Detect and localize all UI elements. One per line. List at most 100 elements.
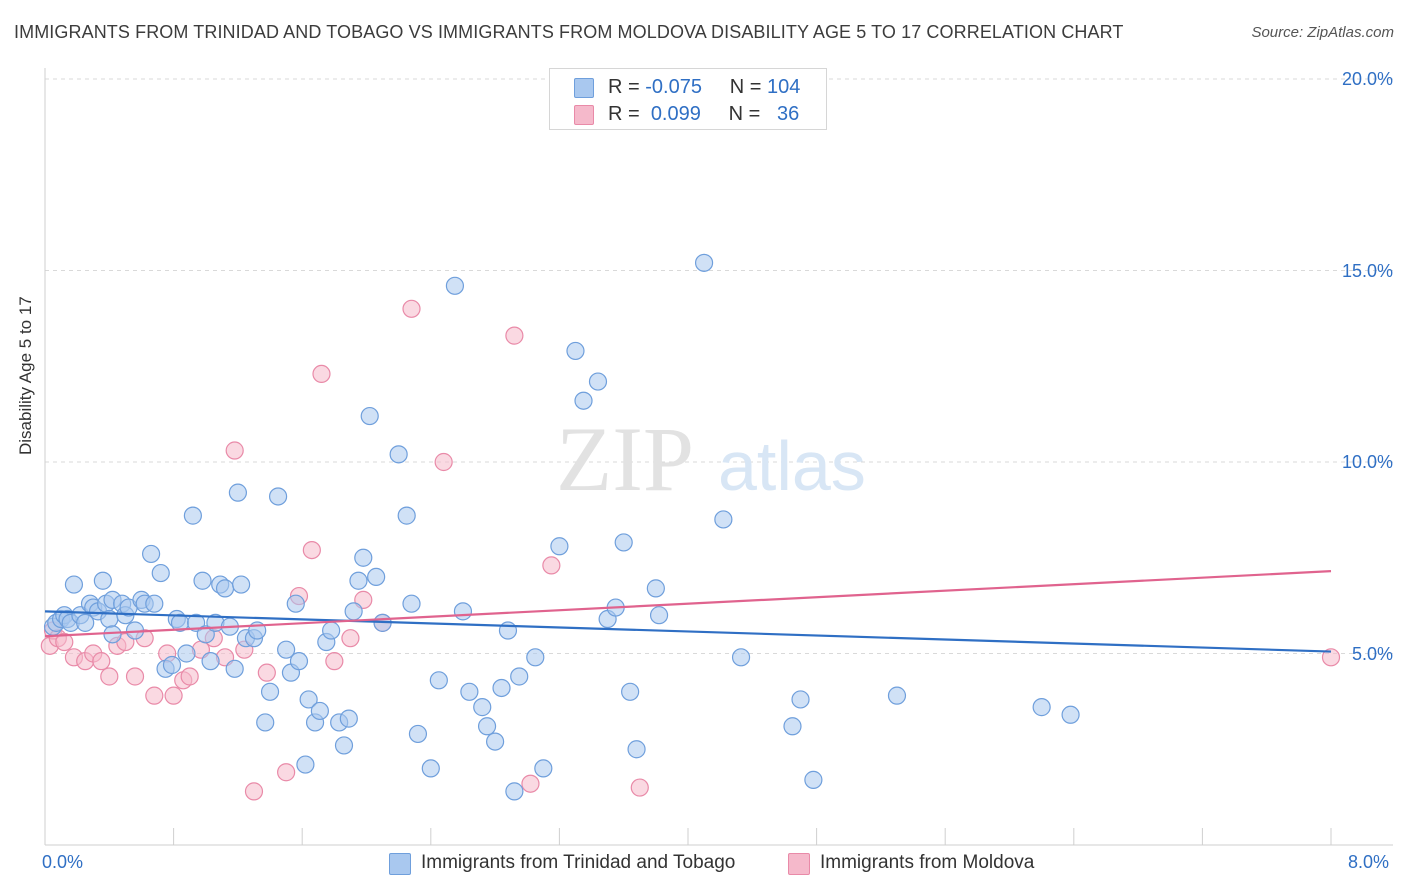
trinidad-trend-line bbox=[44, 610, 1332, 653]
x-tick-label-min: 0.0% bbox=[42, 852, 84, 872]
legend-swatch-pink bbox=[574, 105, 594, 125]
y-tick-label-15: 15.0% bbox=[1341, 260, 1393, 281]
trinidad-point-97 bbox=[694, 253, 714, 272]
watermark: ZIP atlas bbox=[556, 408, 866, 510]
trinidad-point-6 bbox=[64, 575, 84, 594]
trinidad-point-12 bbox=[93, 571, 112, 590]
moldova-point-21 bbox=[225, 441, 244, 460]
trinidad-point-76 bbox=[460, 682, 479, 701]
axes bbox=[44, 68, 1393, 846]
moldova-trend-line bbox=[44, 570, 1332, 638]
trinidad-point-77 bbox=[473, 698, 492, 717]
legend-label-trinidad: Immigrants from Trinidad and Tobago bbox=[421, 852, 736, 873]
trinidad-point-79 bbox=[486, 732, 505, 751]
trinidad-point-92 bbox=[614, 533, 633, 552]
trinidad-point-62 bbox=[344, 602, 363, 621]
legend-n-label: N = bbox=[728, 103, 761, 125]
y-tick-label-20: 20.0% bbox=[1341, 69, 1393, 89]
legend-label-moldova: Immigrants from Moldova bbox=[820, 852, 1035, 873]
moldova-point-37 bbox=[542, 556, 561, 575]
trinidad-point-70 bbox=[402, 594, 421, 613]
trinidad-point-103 bbox=[887, 686, 907, 705]
trinidad-point-94 bbox=[627, 740, 646, 759]
trinidad-point-95 bbox=[646, 579, 665, 598]
trinidad-point-38 bbox=[215, 579, 235, 598]
trinidad-point-16 bbox=[103, 625, 122, 644]
trinidad-point-41 bbox=[228, 483, 247, 502]
legend-n-value: 104 bbox=[767, 76, 801, 98]
trinidad-point-51 bbox=[286, 594, 305, 613]
moldova-point-25 bbox=[277, 763, 296, 782]
moldova-point-17 bbox=[180, 667, 199, 686]
moldova-point-29 bbox=[325, 652, 344, 671]
trinidad-point-68 bbox=[389, 445, 408, 464]
trinidad-point-48 bbox=[268, 487, 288, 506]
trinidad-point-53 bbox=[296, 755, 315, 774]
trinidad-point-56 bbox=[310, 701, 329, 721]
moldova-point-23 bbox=[244, 782, 264, 801]
legend-r-label: R = bbox=[608, 76, 640, 98]
y-tick-label-5: 5.0% bbox=[1351, 643, 1393, 664]
moldova-point-36 bbox=[521, 774, 540, 793]
trinidad-point-83 bbox=[510, 667, 529, 686]
legend-r-value: -0.075 bbox=[645, 76, 702, 98]
trinidad-point-71 bbox=[408, 724, 428, 744]
trinidad-point-75 bbox=[453, 602, 473, 621]
chart-title: IMMIGRANTS FROM TRINIDAD AND TOBAGO VS I… bbox=[14, 22, 1124, 42]
moldova-point-13 bbox=[145, 686, 164, 705]
trinidad-point-65 bbox=[360, 406, 379, 426]
trinidad-point-24 bbox=[145, 594, 164, 613]
moldova-point-34 bbox=[434, 452, 453, 472]
trinidad-point-8 bbox=[76, 613, 95, 632]
trinidad-point-23 bbox=[141, 544, 161, 564]
trinidad-point-87 bbox=[566, 341, 585, 361]
grid-lines bbox=[45, 78, 1393, 654]
moldova-point-11 bbox=[125, 667, 145, 686]
moldova-point-27 bbox=[302, 540, 321, 560]
moldova-point-33 bbox=[402, 299, 421, 318]
legend-n-value: 36 bbox=[777, 103, 800, 125]
y-tick-label-10: 10.0% bbox=[1341, 452, 1393, 472]
trinidad-point-100 bbox=[783, 717, 802, 736]
trinidad-point-98 bbox=[714, 510, 733, 529]
trinidad-point-104 bbox=[1032, 698, 1051, 717]
trinidad-point-46 bbox=[256, 713, 275, 732]
y-axis-label: Disability Age 5 to 17 bbox=[16, 296, 35, 455]
trinidad-point-93 bbox=[621, 682, 640, 701]
trinidad-point-64 bbox=[354, 548, 373, 567]
trinidad-point-25 bbox=[151, 563, 170, 583]
trinidad-point-31 bbox=[183, 506, 202, 525]
trinidad-point-42 bbox=[232, 575, 251, 594]
trinidad-point-63 bbox=[349, 571, 368, 590]
trinidad-point-89 bbox=[588, 372, 608, 391]
trend-lines bbox=[44, 570, 1332, 653]
moldova-point-28 bbox=[312, 364, 331, 384]
moldova-point-30 bbox=[341, 629, 360, 648]
trinidad-point-105 bbox=[1061, 705, 1080, 724]
trinidad-point-99 bbox=[731, 648, 751, 667]
watermark-zip: ZIP bbox=[556, 408, 694, 510]
trinidad-point-82 bbox=[505, 782, 524, 801]
trinidad-point-35 bbox=[201, 652, 220, 671]
trinidad-point-85 bbox=[534, 759, 553, 778]
correlation-legend: R = -0.075 N = 104 R = 0.099 N = 36 bbox=[549, 68, 827, 130]
series-trinidad-points bbox=[43, 253, 1080, 801]
moldova-point-8 bbox=[100, 667, 119, 686]
watermark-atlas: atlas bbox=[718, 427, 866, 505]
trinidad-point-86 bbox=[550, 537, 569, 556]
trinidad-point-52 bbox=[289, 652, 309, 671]
legend-n-label: N = bbox=[729, 76, 762, 98]
trinidad-point-33 bbox=[193, 571, 212, 590]
legend-swatch-blue bbox=[574, 78, 594, 98]
legend-r-label: R = bbox=[608, 103, 640, 125]
trinidad-point-88 bbox=[574, 391, 593, 410]
trinidad-point-61 bbox=[339, 709, 358, 728]
trinidad-point-96 bbox=[649, 606, 669, 625]
moldova-point-7 bbox=[92, 652, 111, 671]
trinidad-point-66 bbox=[367, 567, 386, 587]
trinidad-point-27 bbox=[162, 655, 182, 675]
trinidad-point-84 bbox=[526, 648, 545, 667]
trinidad-point-101 bbox=[791, 690, 810, 709]
moldova-point-3 bbox=[55, 632, 74, 652]
trinidad-point-69 bbox=[397, 506, 416, 525]
